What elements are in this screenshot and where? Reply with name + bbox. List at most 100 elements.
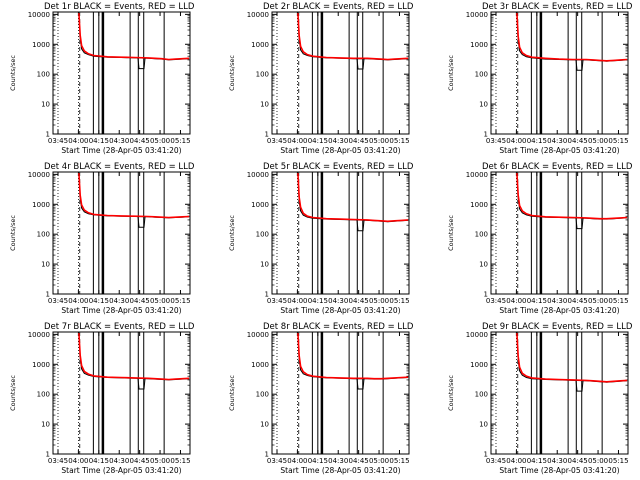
x-tick-label: 03:45 — [486, 297, 506, 305]
events-dip — [575, 218, 584, 230]
x-tick-label: 04:30 — [109, 457, 129, 465]
x-tick-label: 04:15 — [89, 137, 109, 145]
y-tick-label: 1 — [484, 451, 488, 459]
x-tick-label: 04:45 — [130, 457, 150, 465]
chart-panel-2: Det 2r BLACK = Events, RED = LLD Counts/s… — [228, 2, 414, 155]
chart-panel-5: Det 5r BLACK = Events, RED = LLD Counts/s… — [228, 162, 414, 315]
y-tick-label: 100 — [475, 71, 488, 79]
x-tick-label: 05:15 — [608, 457, 628, 465]
x-tick-label: 04:15 — [89, 297, 109, 305]
y-tick-label: 1000 — [32, 41, 50, 49]
x-tick-label: 05:15 — [608, 297, 628, 305]
x-axis-label: Start Time (28-Apr-05 03:41:20) — [280, 306, 400, 315]
x-tick-label: 03:45 — [48, 457, 68, 465]
y-tick-label: 1000 — [470, 201, 488, 209]
y-tick-label: 100 — [475, 231, 488, 239]
x-axis-label: Start Time (28-Apr-05 03:41:20) — [61, 306, 181, 315]
x-tick-label: 05:15 — [170, 137, 190, 145]
plot-frame — [52, 331, 191, 455]
y-tick-label: 1 — [46, 451, 50, 459]
plot-area — [495, 332, 628, 454]
y-axis-label: Counts/sec — [447, 215, 455, 251]
x-axis-label: Start Time (28-Apr-05 03:41:20) — [499, 466, 619, 475]
x-tick-label: 05:00 — [150, 297, 170, 305]
x-tick-label: 04:45 — [349, 137, 369, 145]
plot-area — [57, 12, 190, 134]
y-tick-label: 10 — [479, 101, 488, 109]
y-tick-label: 10 — [260, 261, 269, 269]
y-tick-label: 10 — [479, 261, 488, 269]
x-tick-label: 04:00 — [506, 137, 526, 145]
x-tick-label: 05:00 — [588, 297, 608, 305]
x-tick-label: 04:30 — [109, 297, 129, 305]
x-tick-label: 04:30 — [547, 137, 567, 145]
y-axis-label: Counts/sec — [228, 375, 236, 411]
plot-area — [276, 172, 409, 294]
y-tick-label: 100 — [37, 231, 50, 239]
events-series-line — [516, 14, 628, 62]
y-tick-label: 10 — [41, 421, 50, 429]
y-tick-label: 1 — [484, 291, 488, 299]
lld-series-line — [297, 13, 409, 61]
y-axis-label: Counts/sec — [9, 215, 17, 251]
x-tick-label: 04:15 — [308, 297, 328, 305]
x-tick-label: 04:45 — [349, 457, 369, 465]
plot-area — [276, 332, 409, 454]
chart-panel-3: Det 3r BLACK = Events, RED = LLD Counts/s… — [447, 2, 633, 155]
plot-area — [495, 12, 628, 134]
x-tick-label: 04:15 — [308, 137, 328, 145]
x-tick-label: 03:45 — [267, 137, 287, 145]
y-axis-label: Counts/sec — [447, 375, 455, 411]
y-tick-label: 100 — [256, 71, 269, 79]
x-tick-label: 03:45 — [486, 457, 506, 465]
chart-title: Det 4r BLACK = Events, RED = LLD — [44, 162, 195, 172]
x-tick-label: 04:30 — [547, 457, 567, 465]
chart-title: Det 2r BLACK = Events, RED = LLD — [263, 2, 414, 12]
plot-frame — [271, 171, 410, 295]
x-tick-label: 04:30 — [547, 297, 567, 305]
x-tick-label: 05:00 — [369, 457, 389, 465]
y-tick-label: 10 — [260, 101, 269, 109]
events-dip — [356, 220, 365, 232]
lld-series-line — [516, 333, 628, 383]
y-tick-label: 1 — [46, 131, 50, 139]
y-tick-label: 100 — [256, 391, 269, 399]
x-tick-label: 04:00 — [287, 297, 307, 305]
x-tick-label: 05:00 — [150, 457, 170, 465]
lld-series-line — [516, 173, 628, 220]
x-axis-label: Start Time (28-Apr-05 03:41:20) — [61, 146, 181, 155]
x-axis-label: Start Time (28-Apr-05 03:41:20) — [499, 306, 619, 315]
x-tick-label: 03:45 — [486, 137, 506, 145]
events-series-line — [297, 334, 409, 380]
events-dip — [575, 380, 584, 392]
x-tick-label: 05:15 — [608, 137, 628, 145]
chart-panel-1: Det 1r BLACK = Events, RED = LLD Counts/s… — [9, 2, 195, 155]
events-series-line — [78, 174, 190, 219]
x-axis-label: Start Time (28-Apr-05 03:41:20) — [280, 466, 400, 475]
chart-title: Det 7r BLACK = Events, RED = LLD — [44, 322, 195, 332]
x-tick-label: 04:00 — [287, 457, 307, 465]
events-dip — [137, 216, 146, 228]
x-tick-label: 04:45 — [568, 457, 588, 465]
x-tick-label: 04:15 — [527, 457, 547, 465]
y-tick-label: 1000 — [251, 41, 269, 49]
events-series-line — [516, 174, 628, 220]
x-axis-label: Start Time (28-Apr-05 03:41:20) — [499, 146, 619, 155]
y-tick-label: 10 — [41, 261, 50, 269]
x-tick-label: 04:15 — [527, 297, 547, 305]
y-axis-label: Counts/sec — [9, 375, 17, 411]
y-tick-label: 10000 — [466, 331, 488, 339]
x-tick-label: 05:15 — [389, 457, 409, 465]
events-dip — [356, 58, 365, 70]
y-tick-label: 10000 — [28, 171, 50, 179]
x-tick-label: 04:15 — [308, 457, 328, 465]
y-tick-label: 1 — [484, 131, 488, 139]
plot-area — [495, 172, 628, 294]
x-tick-label: 04:15 — [89, 457, 109, 465]
plot-area — [57, 332, 190, 454]
plot-frame — [271, 331, 410, 455]
events-series-line — [78, 334, 190, 381]
x-tick-label: 03:45 — [48, 297, 68, 305]
plot-frame — [52, 11, 191, 135]
chart-panel-4: Det 4r BLACK = Events, RED = LLD Counts/s… — [9, 162, 195, 315]
